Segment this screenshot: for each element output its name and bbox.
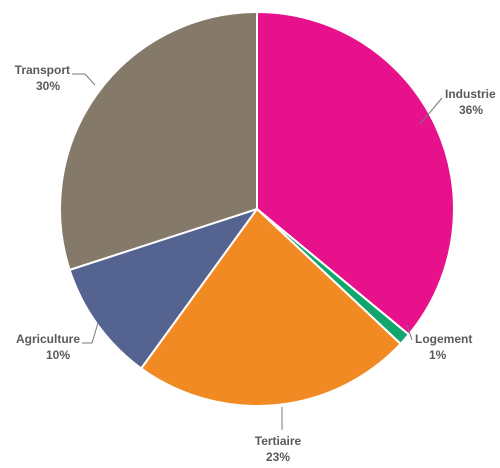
pie-slice-industrie	[256, 11, 455, 336]
slice-label-transport: Transport	[15, 63, 70, 77]
leader-line-transport	[72, 73, 96, 86]
slice-labels: Industrie 36% Logement 1% Tertiaire 23% Agricu…	[15, 63, 496, 464]
pie-slices	[59, 11, 455, 407]
label-leader-lines	[72, 73, 443, 430]
leader-line-agriculture	[82, 322, 99, 344]
leader-line-industrie	[419, 97, 443, 125]
slice-percent-transport: 30%	[36, 79, 60, 93]
leader-line-logement	[406, 324, 413, 341]
pie-slice-tertiaire	[140, 208, 402, 407]
slice-percent-industrie: 36%	[459, 103, 483, 117]
slice-label-agriculture: Agriculture	[16, 332, 80, 346]
slice-label-industrie: Industrie	[445, 87, 496, 101]
slice-label-tertiaire: Tertiaire	[255, 434, 302, 448]
slice-label-logement: Logement	[415, 332, 472, 346]
slice-percent-tertiaire: 23%	[266, 450, 290, 464]
pie-slice-transport	[59, 11, 258, 271]
slice-percent-logement: 1%	[429, 348, 447, 362]
slice-percent-agriculture: 10%	[46, 348, 70, 362]
